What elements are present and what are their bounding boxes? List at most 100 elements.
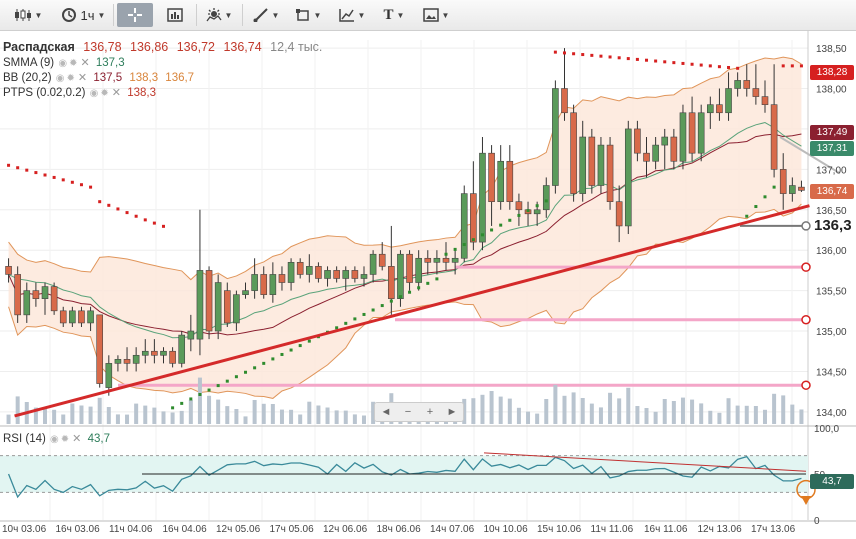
level-handle [801, 380, 811, 390]
volume-bar [608, 392, 613, 424]
crosshair-button[interactable] [117, 3, 153, 27]
indicators-button[interactable]: ▼ [201, 3, 237, 27]
candle-body [479, 152, 486, 243]
candle-body [141, 350, 149, 356]
eye-icon[interactable]: ◉ [89, 88, 99, 99]
volume-bar [361, 415, 366, 424]
ptps-dot [289, 348, 293, 352]
zoom-out-button[interactable]: − [404, 406, 412, 418]
ptps-dot [462, 243, 466, 247]
price-tick-label: 134,00 [816, 408, 847, 419]
ptps-dot [389, 299, 393, 303]
candle-body [351, 270, 359, 279]
ptps-dot [244, 370, 248, 374]
text-tool-label: T [383, 6, 394, 23]
gear-icon[interactable]: ✹ [66, 73, 75, 84]
shape-tool-button[interactable]: ▼ [290, 3, 326, 27]
candle [123, 347, 131, 372]
candle-body [670, 136, 678, 162]
volume-bar [526, 411, 531, 424]
volume-bar [735, 405, 740, 424]
candle [670, 128, 678, 170]
gear-icon[interactable]: ✹ [69, 58, 78, 69]
candle [251, 258, 258, 299]
candle [32, 282, 40, 307]
close-icon[interactable]: ✕ [111, 87, 122, 99]
rsi-value-label: 43,7 [810, 474, 854, 489]
scroll-left-button[interactable]: ◄ [380, 406, 392, 418]
candle-body [561, 88, 568, 114]
candle-body [415, 257, 422, 283]
candle-body [41, 286, 49, 299]
candle [151, 339, 158, 364]
bollinger-upper-line [8, 56, 802, 281]
candle [579, 120, 587, 202]
candle [69, 306, 76, 327]
eye-icon[interactable]: ◉ [55, 73, 65, 84]
indicators-icon [206, 8, 222, 22]
close-icon[interactable]: ✕ [72, 433, 82, 445]
image-tool-icon [422, 8, 439, 22]
candle [360, 266, 368, 287]
candle [369, 250, 377, 283]
candle [41, 282, 49, 315]
volume-bar [243, 416, 248, 424]
candle-body [470, 193, 477, 243]
fib-tool-button[interactable]: ▼ [334, 3, 370, 27]
close-icon[interactable]: ✕ [77, 72, 88, 84]
rsi-trendline [483, 452, 807, 472]
interval-button[interactable]: 1ч ▼ [57, 3, 109, 27]
scroll-right-button[interactable]: ► [446, 406, 458, 418]
candle-body [87, 310, 94, 324]
rsi-value: 43,7 [87, 433, 110, 445]
ptps-dot [89, 185, 93, 189]
close-value: 136,74 [223, 40, 262, 54]
candle-body [233, 294, 240, 324]
candle [497, 145, 504, 210]
image-tool-button[interactable]: ▼ [418, 3, 454, 27]
price-tick-label: 136,00 [816, 246, 847, 257]
ptps-dot [599, 54, 603, 58]
gear-icon[interactable]: ✹ [60, 434, 70, 445]
ptps-dot [790, 64, 794, 68]
shape-tool-icon [295, 9, 309, 21]
candle-body [707, 104, 714, 114]
eye-icon[interactable]: ◉ [50, 434, 59, 445]
zoom-in-button[interactable]: + [426, 406, 434, 418]
candle-body [725, 88, 732, 114]
candle [5, 258, 12, 283]
candle [470, 161, 477, 251]
eye-icon[interactable]: ◉ [58, 58, 68, 69]
volume-bar [134, 403, 139, 424]
volume-bar [70, 403, 75, 424]
chart-type-button[interactable] [158, 3, 192, 27]
candle [433, 250, 441, 275]
volume-bar [197, 377, 202, 424]
ptps-value: 138,3 [127, 87, 156, 99]
candles-button[interactable]: ▼ [8, 3, 48, 27]
candle-body [634, 128, 641, 154]
candle-body [388, 266, 395, 299]
candle-body [552, 88, 559, 186]
candle-body [460, 193, 468, 259]
trendline [14, 204, 810, 418]
volume-bar [143, 405, 148, 424]
price-tick-label: 134,50 [816, 367, 847, 378]
volume-bar [571, 392, 576, 424]
symbol-name: Распадская [3, 40, 75, 54]
ptps-dot [608, 55, 612, 59]
text-tool-button[interactable]: T ▼ [383, 6, 405, 23]
close-icon[interactable]: ✕ [80, 57, 90, 69]
gear-icon[interactable]: ✹ [100, 88, 109, 99]
price-tick-label: 135,50 [816, 287, 847, 298]
ptps-dot [253, 366, 257, 370]
volume-bar [744, 405, 749, 424]
volume-bar [115, 414, 120, 424]
line-tool-button[interactable]: ▼ [248, 3, 284, 27]
candle-body [433, 257, 441, 263]
ptps-dot [43, 173, 47, 177]
ptps-dot [70, 180, 74, 184]
candle-body [114, 359, 122, 364]
volume-bar [279, 409, 284, 424]
